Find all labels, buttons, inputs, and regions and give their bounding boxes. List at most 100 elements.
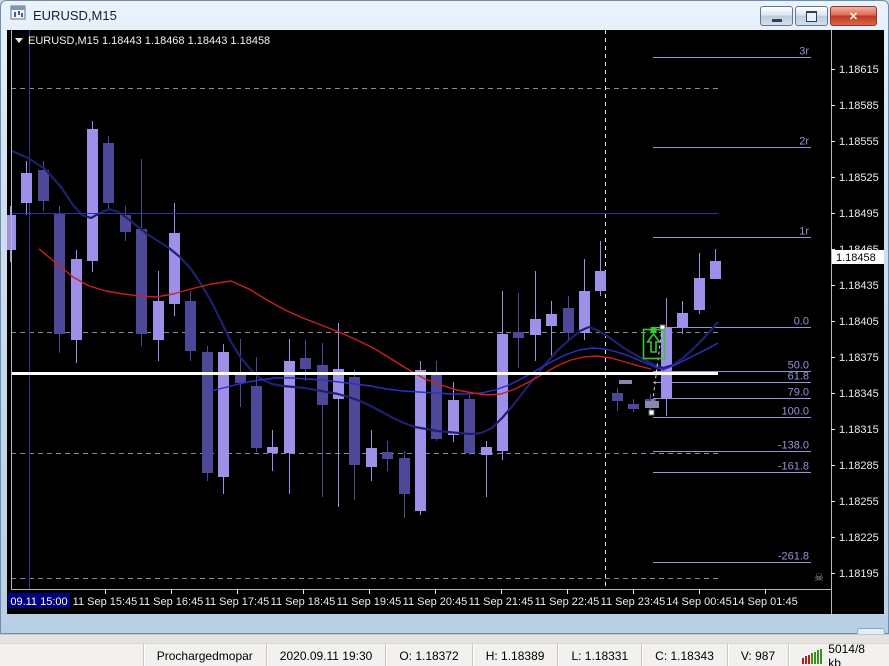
- candle: [251, 386, 262, 448]
- hline-objects-layer[interactable]: [11, 213, 718, 375]
- restore-icon: [806, 10, 817, 22]
- close-icon: ✕: [848, 10, 859, 23]
- candle: [661, 328, 672, 398]
- fib-level-label: -138.0: [778, 440, 809, 452]
- time-tick-label: 14 Sep 00:45: [666, 596, 731, 608]
- fib-level-label: 79.0: [788, 387, 809, 399]
- restore-button[interactable]: [795, 6, 828, 26]
- candle: [513, 332, 524, 338]
- fib-level-label: -161.8: [778, 461, 809, 473]
- price-tick-label: 1.18225: [839, 532, 879, 544]
- candle: [563, 308, 574, 333]
- fib-level-label: 0.0: [794, 316, 809, 328]
- candle: [464, 399, 475, 453]
- selected-time-label: 09.11 15:00: [10, 596, 67, 608]
- candle: [153, 301, 164, 340]
- candle: [300, 358, 311, 369]
- candle: [87, 129, 98, 261]
- price-tick-label: 1.18495: [839, 208, 879, 220]
- price-tick-label: 1.18405: [839, 316, 879, 328]
- candle: [267, 447, 278, 453]
- object-selection-handle: [650, 327, 657, 333]
- status-bar-time: 2020.09.11 19:30: [265, 644, 386, 666]
- chart-client-area[interactable]: 3r 2r 1r 0.0 50.0 61.8 79.0 100.0 -138.0 -161.8 -2…: [7, 30, 884, 614]
- candle: [677, 313, 688, 328]
- fib-level-label: 100.0: [781, 406, 809, 418]
- status-bar: Prochargedmopar 2020.09.11 19:30 O: 1.18…: [0, 641, 889, 666]
- fib-level-label: 50.0: [788, 360, 809, 372]
- close-button[interactable]: ✕: [830, 6, 877, 26]
- window-titlebar[interactable]: EURUSD,M15: [1, 1, 888, 30]
- price-tick-label: 1.18555: [839, 136, 879, 148]
- time-tick-label: 11 Sep 16:45: [139, 596, 204, 608]
- minimize-button[interactable]: [760, 6, 793, 26]
- window-controls: ✕: [758, 6, 877, 26]
- candle: [628, 404, 639, 409]
- candle: [481, 447, 492, 455]
- traffic-label: 5014/8 kb: [828, 641, 865, 666]
- candle: [497, 334, 508, 451]
- candle: [349, 377, 360, 465]
- candle: [169, 233, 180, 304]
- connection-status: 5014/8 kb: [788, 641, 889, 666]
- candle: [120, 215, 131, 232]
- window-gap: [0, 634, 889, 644]
- status-open: O: 1.18372: [385, 644, 471, 666]
- indicator-lines-layer: [11, 149, 719, 436]
- candle: [317, 365, 328, 405]
- time-tick-label: 14 Sep 01:45: [732, 596, 797, 608]
- candle: [530, 319, 541, 335]
- time-tick-label: 11 Sep 15:45: [73, 596, 138, 608]
- fibonacci-layer[interactable]: 3r 2r 1r 0.0 50.061.8 79.0 100.0 -138.0 -161.8 -2…: [653, 46, 811, 563]
- status-spacer: [0, 644, 143, 666]
- candle: [612, 393, 623, 401]
- candle: [38, 170, 49, 201]
- candle: [333, 369, 344, 399]
- time-tick-label: 11 Sep 18:45: [271, 596, 336, 608]
- candle: [284, 361, 295, 453]
- status-volume: V: 987: [726, 644, 788, 666]
- price-axis[interactable]: 1.18615 1.18585 1.18555 1.18525 1.18495 1.184…: [831, 64, 879, 580]
- price-tick-label: 1.18585: [839, 100, 879, 112]
- buy-arrow-object[interactable]: [642, 327, 666, 360]
- candle: [415, 370, 426, 511]
- candles-layer: [7, 121, 721, 518]
- candle: [694, 278, 705, 310]
- chevron-down-icon: [15, 38, 23, 43]
- status-high: H: 1.18389: [471, 644, 558, 666]
- skull-icon: ☠: [814, 572, 824, 584]
- candle: [202, 352, 213, 473]
- price-tick-label: 1.18255: [839, 496, 879, 508]
- fib-anchor-handle: [648, 409, 655, 416]
- candle: [399, 458, 410, 494]
- connection-bars-icon: [802, 648, 823, 664]
- fib-level-label: 61.8: [788, 371, 809, 383]
- price-chart[interactable]: 3r 2r 1r 0.0 50.061.8 79.0 100.0 -138.0 -161.8 -2…: [7, 30, 884, 614]
- price-tick-label: 1.18195: [839, 568, 879, 580]
- candle: [185, 301, 196, 351]
- time-tick-label: 11 Sep 20:45: [403, 596, 468, 608]
- candle: [54, 213, 65, 334]
- grid-layer: [11, 30, 718, 589]
- candle: [431, 375, 442, 439]
- time-tick-label: 11 Sep 23:45: [601, 596, 666, 608]
- ohlc-header: EURUSD,M15 1.18443 1.18468 1.18443 1.184…: [15, 35, 270, 47]
- time-tick-label: 11 Sep 19:45: [337, 596, 402, 608]
- time-axis[interactable]: 11 Sep 15:45 11 Sep 16:45 11 Sep 17:45 11 S…: [8, 589, 798, 608]
- candle: [579, 291, 590, 333]
- price-tick-label: 1.18525: [839, 172, 879, 184]
- selected-time-highlight: [8, 593, 70, 608]
- candle: [546, 314, 557, 326]
- time-tick-label: 11 Sep 17:45: [205, 596, 270, 608]
- candle: [710, 261, 721, 279]
- window-title: EURUSD,M15: [33, 8, 117, 23]
- ohlc-header-text: EURUSD,M15 1.18443 1.18468 1.18443 1.184…: [28, 35, 270, 47]
- status-account: Prochargedmopar: [142, 644, 266, 666]
- candle: [21, 173, 32, 203]
- fib-level-label: 1r: [799, 226, 809, 238]
- candle: [103, 143, 114, 203]
- candle: [382, 452, 393, 459]
- candle: [366, 448, 377, 467]
